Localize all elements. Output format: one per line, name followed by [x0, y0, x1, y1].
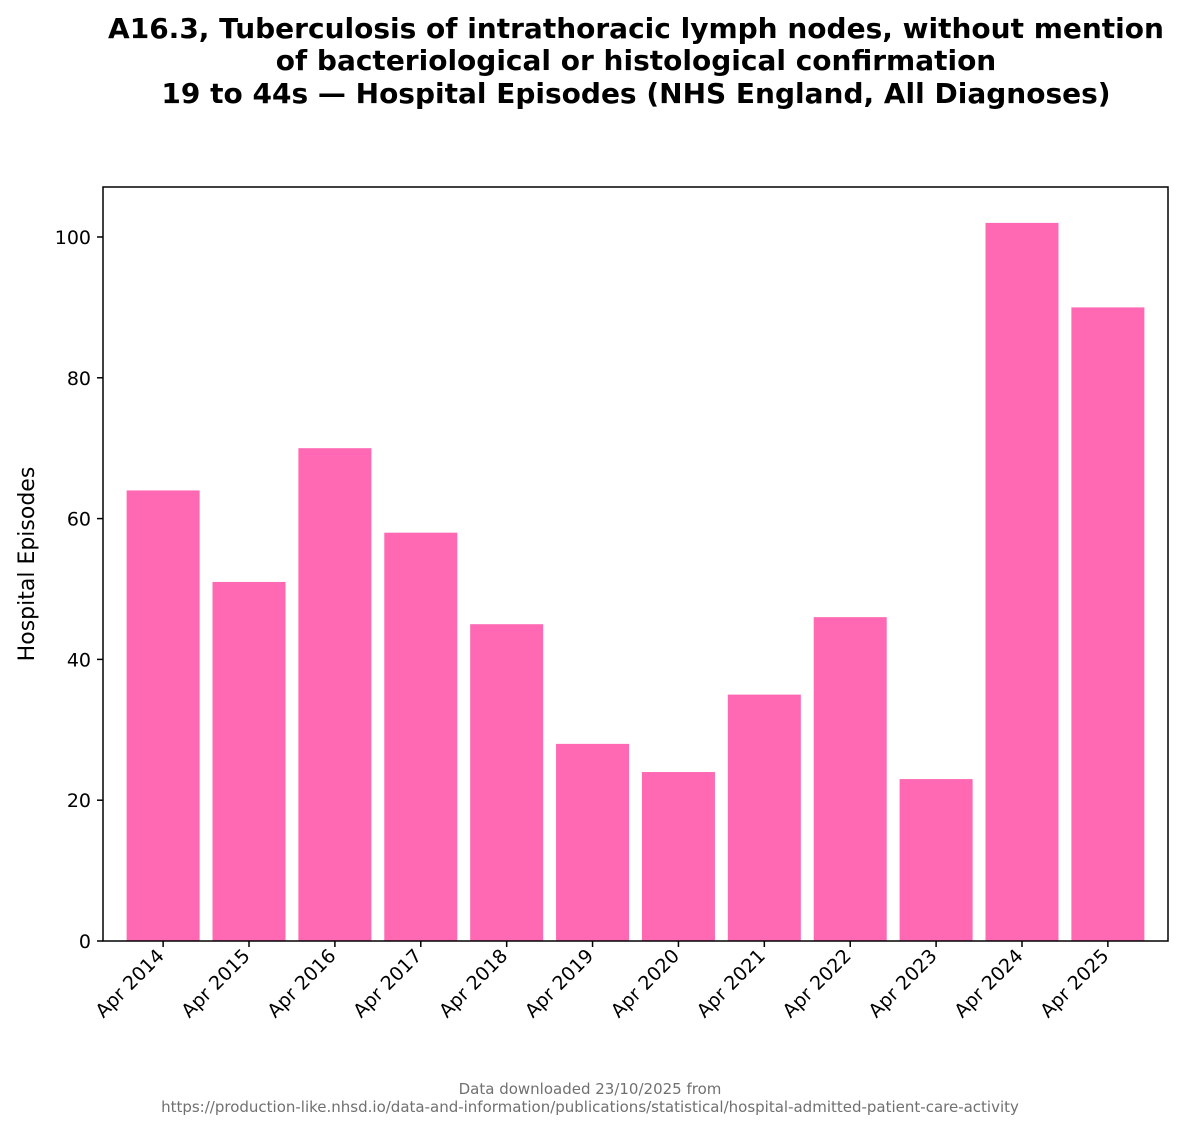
source-note: Data downloaded 23/10/2025 from https://…	[161, 1080, 1019, 1116]
y-tick-label: 100	[55, 227, 91, 249]
source-note-line-1: Data downloaded 23/10/2025 from	[459, 1080, 722, 1098]
x-tick-label: Apr 2025	[1036, 945, 1113, 1022]
bar-apr-2021	[727, 694, 801, 941]
x-tick-label: Apr 2018	[435, 945, 512, 1022]
bar-apr-2014	[126, 490, 200, 941]
bar-apr-2015	[212, 581, 286, 941]
x-tick-label: Apr 2024	[950, 945, 1027, 1022]
bar-apr-2023	[899, 779, 973, 941]
bars-group	[126, 222, 1145, 941]
x-tick-label: Apr 2022	[778, 945, 855, 1022]
bar-apr-2018	[470, 624, 544, 941]
chart-title-line-3: 19 to 44s — Hospital Episodes (NHS Engla…	[161, 77, 1110, 110]
x-tick-label: Apr 2015	[177, 945, 254, 1022]
bar-apr-2016	[298, 448, 372, 941]
x-tick-label: Apr 2023	[864, 945, 941, 1022]
x-tick-label: Apr 2021	[693, 945, 770, 1022]
chart-title-line-1: A16.3, Tuberculosis of intrathoracic lym…	[108, 12, 1164, 45]
source-note-url: https://production-like.nhsd.io/data-and…	[161, 1098, 1019, 1116]
y-tick-label: 20	[67, 790, 91, 812]
bar-apr-2024	[985, 222, 1059, 941]
x-axis-ticks: Apr 2014 Apr 2015 Apr 2016 Apr 2017 Apr 2018…	[91, 941, 1113, 1022]
x-tick-label: Apr 2016	[263, 945, 340, 1022]
bar-apr-2020	[641, 772, 715, 941]
bar-apr-2017	[384, 532, 458, 941]
bar-apr-2025	[1071, 307, 1145, 941]
y-tick-label: 60	[67, 509, 91, 531]
x-tick-label: Apr 2017	[349, 945, 426, 1022]
y-tick-label: 80	[67, 368, 91, 390]
plot-frame	[102, 186, 1169, 942]
x-tick-label: Apr 2014	[91, 945, 168, 1022]
y-axis-label: Hospital Episodes	[15, 467, 40, 662]
x-tick-label: Apr 2020	[607, 945, 684, 1022]
bar-apr-2019	[556, 743, 630, 941]
y-axis-ticks: 0 20 40 60 80 100	[55, 227, 103, 953]
bar-apr-2022	[813, 617, 887, 941]
chart-title: A16.3, Tuberculosis of intrathoracic lym…	[108, 12, 1164, 110]
x-tick-label: Apr 2019	[521, 945, 598, 1022]
y-tick-label: 40	[67, 649, 91, 671]
chart-title-line-2: of bacteriological or histological confi…	[276, 44, 997, 77]
y-tick-label: 0	[79, 931, 91, 953]
